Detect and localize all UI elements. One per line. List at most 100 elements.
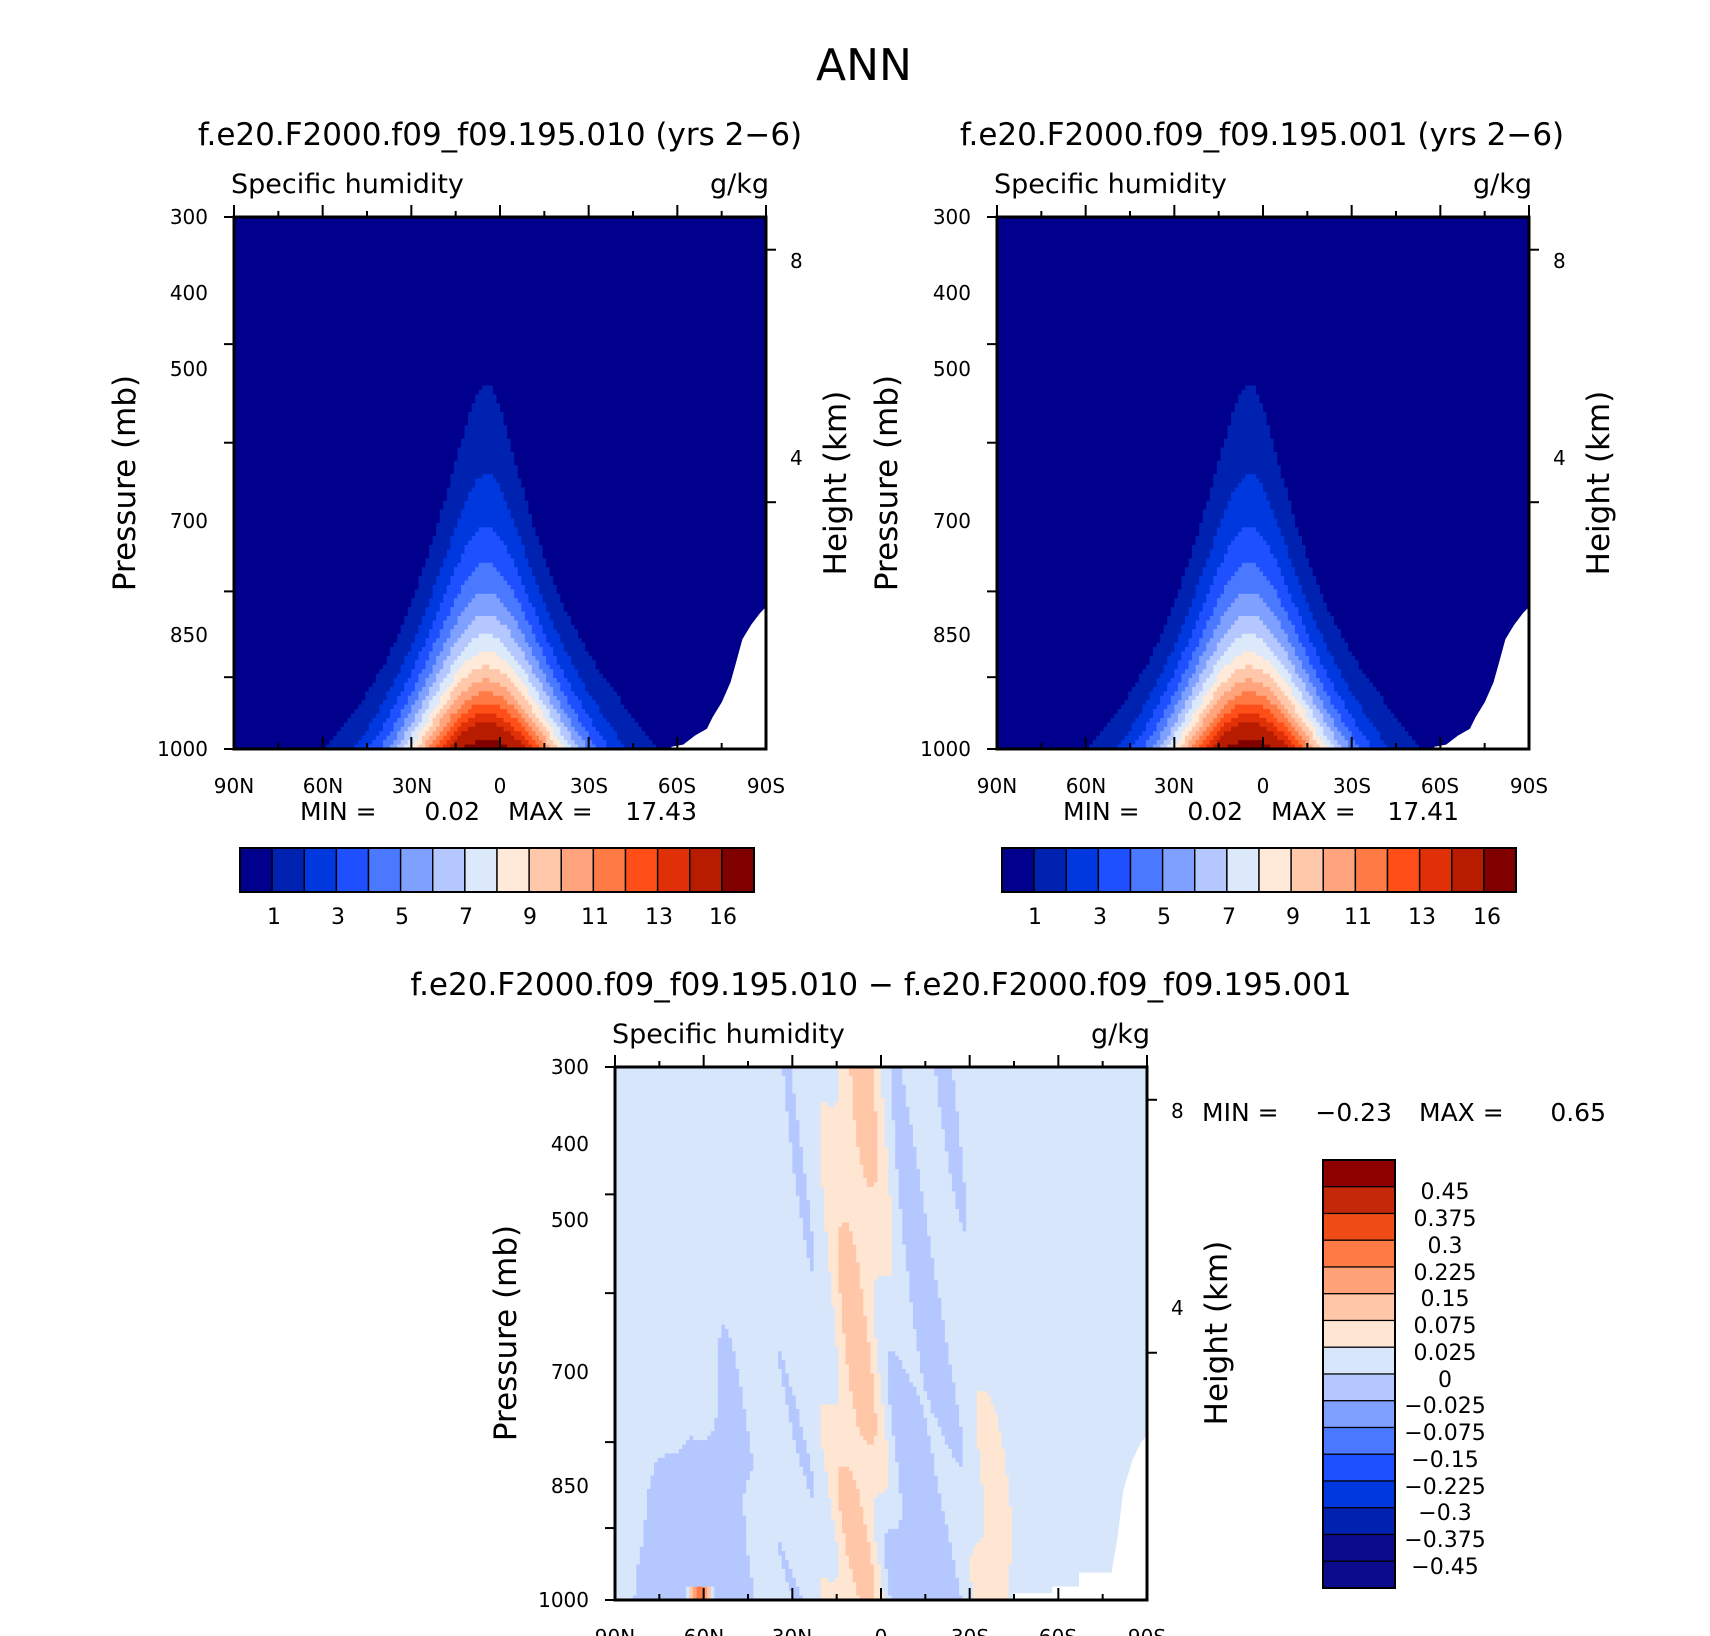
contour-cell xyxy=(241,354,246,360)
contour-cell xyxy=(507,256,512,262)
contour-cell xyxy=(549,336,554,342)
contour-cell xyxy=(429,217,434,223)
contour-cell xyxy=(673,345,678,351)
contour-cell xyxy=(432,310,437,316)
contour-cell xyxy=(460,292,466,298)
contour-cell xyxy=(443,230,448,236)
contour-cell xyxy=(659,279,664,285)
contour-cell xyxy=(390,279,395,285)
contour-cell xyxy=(539,243,544,249)
contour-cell xyxy=(262,270,267,276)
contour-cell xyxy=(702,274,707,280)
contour-cell xyxy=(358,221,363,227)
contour-cell xyxy=(726,248,732,254)
contour-cell xyxy=(719,283,725,289)
contour-cell xyxy=(439,221,444,227)
contour-cell xyxy=(308,265,313,271)
contour-cell xyxy=(691,230,696,236)
contour-cell xyxy=(638,256,643,262)
contour-cell xyxy=(248,296,253,302)
contour-cell xyxy=(528,221,533,227)
contour-cell xyxy=(578,221,583,227)
contour-cell xyxy=(606,305,611,311)
contour-cell xyxy=(737,310,742,316)
contour-cell xyxy=(627,256,632,262)
contour-cell xyxy=(446,323,451,329)
contour-cell xyxy=(521,314,526,320)
contour-cell xyxy=(641,230,647,236)
contour-cell xyxy=(354,256,359,262)
contour-cell xyxy=(304,283,310,289)
contour-cell xyxy=(599,270,604,276)
contour-cell xyxy=(400,336,405,342)
contour-cell xyxy=(592,265,597,271)
contour-cell xyxy=(404,287,409,293)
contour-cell xyxy=(301,230,306,236)
contour-cell xyxy=(368,363,373,369)
contour-cell xyxy=(475,279,480,285)
contour-cell xyxy=(599,243,604,249)
contour-cell xyxy=(510,292,515,298)
contour-cell xyxy=(276,270,281,276)
contour-cell xyxy=(567,305,572,311)
contour-cell xyxy=(666,256,671,262)
contour-cell xyxy=(581,310,586,316)
contour-cell xyxy=(443,358,448,364)
contour-cell xyxy=(609,314,615,320)
contour-cell xyxy=(673,261,678,267)
contour-cell xyxy=(684,305,689,311)
contour-cell xyxy=(262,225,267,231)
contour-cell xyxy=(507,323,512,329)
contour-cell xyxy=(407,243,412,249)
contour-cell xyxy=(241,283,246,289)
contour-cell xyxy=(613,310,618,316)
contour-cell xyxy=(592,252,597,258)
contour-cell xyxy=(375,323,381,329)
contour-cell xyxy=(762,336,766,342)
contour-cell xyxy=(645,314,650,320)
contour-cell xyxy=(687,256,693,262)
contour-cell xyxy=(503,256,508,262)
contour-cell xyxy=(414,292,420,298)
contour-cell xyxy=(606,252,611,258)
contour-cell xyxy=(464,336,469,342)
contour-cell xyxy=(539,318,544,324)
contour-cell xyxy=(581,230,586,236)
contour-cell xyxy=(684,345,689,351)
contour-cell xyxy=(673,221,678,227)
contour-cell xyxy=(670,296,675,302)
contour-cell xyxy=(421,301,427,307)
contour-cell xyxy=(382,310,388,316)
contour-cell xyxy=(361,358,366,364)
contour-cell xyxy=(524,301,529,307)
contour-cell xyxy=(439,296,444,302)
contour-cell xyxy=(390,292,395,298)
contour-cell xyxy=(677,318,682,324)
contour-cell xyxy=(606,239,611,245)
contour-cell xyxy=(294,252,299,258)
contour-cell xyxy=(567,292,572,298)
contour-cell xyxy=(507,248,512,254)
contour-cell xyxy=(276,217,281,223)
contour-cell xyxy=(450,270,455,276)
contour-cell xyxy=(535,292,540,298)
contour-cell xyxy=(726,270,732,276)
contour-cell xyxy=(609,296,615,302)
contour-cell xyxy=(585,327,590,333)
contour-cell xyxy=(304,332,310,338)
contour-cell xyxy=(570,252,576,258)
contour-cell xyxy=(517,310,522,316)
contour-cell xyxy=(283,252,288,258)
contour-cell xyxy=(712,314,717,320)
contour-cell xyxy=(492,327,498,333)
contour-cell xyxy=(726,239,732,245)
contour-cell xyxy=(517,283,522,289)
contour-cell xyxy=(620,301,625,307)
contour-cell xyxy=(666,318,671,324)
contour-cell xyxy=(365,336,370,342)
contour-cell xyxy=(436,327,441,333)
contour-cell xyxy=(382,296,388,302)
contour-cell xyxy=(407,327,412,333)
contour-cell xyxy=(570,261,576,267)
contour-cell xyxy=(762,270,766,276)
